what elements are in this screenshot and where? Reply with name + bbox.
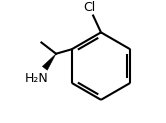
Text: Cl: Cl [84, 1, 96, 14]
Text: H₂N: H₂N [25, 72, 49, 85]
Polygon shape [42, 54, 56, 70]
